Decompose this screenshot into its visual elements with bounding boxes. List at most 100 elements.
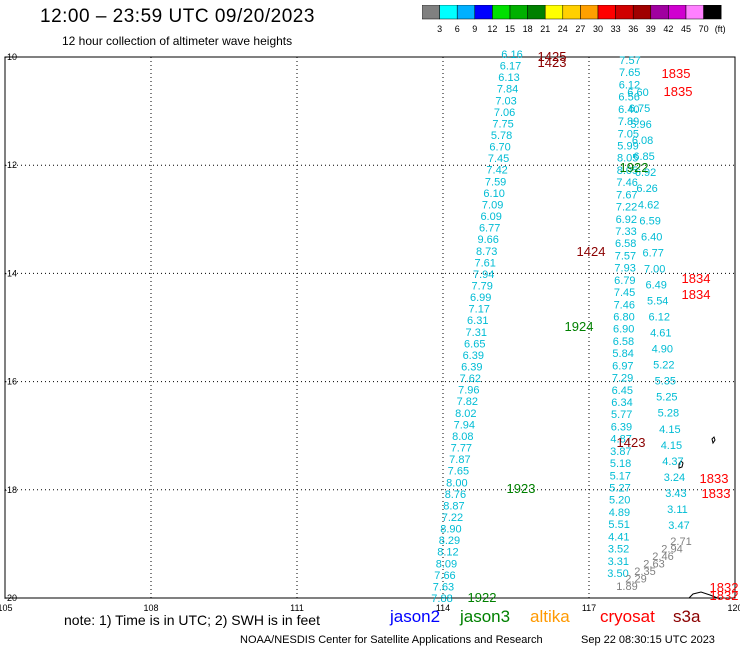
chart-title: 12:00 – 23:59 UTC 09/20/2023	[40, 6, 315, 27]
pass-time-label: 1922	[620, 160, 649, 175]
wave-height-value: 7.89	[618, 116, 639, 128]
wave-height-value: 7.17	[469, 304, 490, 316]
wave-height-value: 6.92	[635, 167, 656, 179]
wave-height-value: 7.09	[482, 199, 503, 211]
wave-height-value: 7.84	[497, 84, 518, 96]
colorbar-tick-label: 45	[681, 24, 691, 34]
wave-height-value: 6.26	[636, 183, 657, 195]
colorbar-tick-label: 6	[455, 24, 460, 34]
wave-height-value: 5.22	[653, 360, 674, 372]
coastline	[678, 436, 721, 600]
wave-height-value: 4.61	[650, 328, 671, 340]
wave-height-value: 5.96	[630, 119, 651, 131]
wave-height-value: 7.05	[618, 128, 639, 140]
colorbar-tick-label: 9	[472, 24, 477, 34]
wave-height-value: 8.05	[617, 153, 638, 165]
wave-height-value: 6.34	[611, 397, 632, 409]
wave-height-value: 6.60	[627, 87, 648, 99]
longitude-label: 114	[436, 603, 450, 613]
wave-height-value: 2.94	[661, 544, 682, 556]
wave-height-value: 7.22	[442, 512, 463, 524]
wave-height-value: 7.79	[472, 280, 493, 292]
wave-height-value: 6.10	[483, 188, 504, 200]
wave-height-value: 3.24	[664, 472, 685, 484]
pass-time-label: 1834	[682, 271, 711, 286]
legend-s3a: s3a	[673, 607, 701, 626]
chart-subtitle: 12 hour collection of altimeter wave hei…	[62, 34, 293, 48]
wave-height-value: 5.27	[609, 483, 630, 495]
wave-height-value: 7.67	[616, 189, 637, 201]
legend-note: note: 1) Time is in UTC; 2) SWH is in fe…	[64, 612, 320, 628]
wave-height-value: 7.94	[454, 419, 475, 431]
map-grid	[4, 56, 736, 599]
wave-height-value: 3.11	[667, 504, 688, 516]
colorbar-tick-label: 30	[593, 24, 603, 34]
legend-altika: altika	[530, 607, 570, 626]
pass-time-label: 1424	[577, 244, 606, 259]
wave-height-value: 4.89	[609, 507, 630, 519]
wave-height-value: 6.75	[629, 103, 650, 115]
wave-height-value: 4.15	[661, 440, 682, 452]
wave-height-value: 7.93	[614, 263, 635, 275]
wave-height-value: 6.99	[470, 292, 491, 304]
wave-height-value: 7.65	[619, 67, 640, 79]
wave-height-value: 5.77	[611, 409, 632, 421]
wave-height-value: 7.29	[612, 373, 633, 385]
wave-height-value: 7.63	[433, 581, 454, 593]
pass-time-label: 1833	[702, 486, 731, 501]
color-legend-bar: 3 6 9 12 15 18 21 24 27 30 33 36 39 42 45 70 (ft)	[422, 5, 726, 34]
wave-height-value: 7.75	[492, 118, 513, 130]
wave-height-value: 7.31	[466, 327, 487, 339]
pass-time-label: 1832	[710, 588, 739, 603]
wave-height-value: 3.31	[608, 556, 629, 568]
longitude-label: 120	[727, 603, 740, 613]
wave-height-value: 6.17	[500, 61, 521, 73]
wave-height-value: 6.31	[467, 315, 488, 327]
wave-height-value: 6.90	[613, 324, 634, 336]
wave-height-value: 7.45	[614, 287, 635, 299]
wave-height-value: 7.06	[494, 107, 515, 119]
wave-height-value: 4.87	[610, 434, 631, 446]
wave-height-value: 8.12	[437, 547, 458, 559]
latitude-label: -14	[4, 268, 17, 278]
wave-height-value: 6.09	[480, 211, 501, 223]
wave-height-value: 7.94	[473, 269, 494, 281]
pass-time-label: 1923	[507, 481, 536, 496]
wave-height-value: 8.87	[443, 500, 464, 512]
wave-height-value: 2.46	[652, 551, 673, 563]
pass-time-labels: 1425142318351835192214241834183419241423…	[468, 49, 739, 605]
wave-height-value: 5.84	[612, 348, 633, 360]
wave-height-value: 6.40	[618, 104, 639, 116]
longitude-labels: 105 108 111 114 117 120	[0, 603, 740, 613]
colorbar-tick-label: 27	[575, 24, 585, 34]
wave-height-value: 8.09	[436, 558, 457, 570]
wave-height-value: 3.43	[665, 488, 686, 500]
wave-height-value: 7.45	[488, 153, 509, 165]
map-frame	[4, 56, 736, 599]
wave-height-value: 7.57	[619, 55, 640, 67]
wave-height-value: 7.82	[457, 396, 478, 408]
wave-height-value: 7.59	[485, 176, 506, 188]
wave-height-value: 7.42	[486, 165, 507, 177]
legend-jason3: jason3	[460, 607, 511, 626]
colorbar-tick-label: 70	[699, 24, 709, 34]
wave-height-value: 4.90	[652, 344, 673, 356]
wave-height-value: 6.39	[463, 350, 484, 362]
wave-height-value: 5.51	[608, 519, 629, 531]
wave-height-value: 6.45	[612, 385, 633, 397]
longitude-label: 108	[143, 603, 158, 613]
wave-height-value: 5.17	[610, 470, 631, 482]
wave-height-value: 6.97	[612, 360, 633, 372]
wave-height-value: 3.52	[608, 544, 629, 556]
pass-time-label: 1922	[468, 590, 497, 605]
colorbar-tick-label: 3	[437, 24, 442, 34]
wave-height-value: 8.29	[439, 535, 460, 547]
wave-height-value: 7.46	[614, 299, 635, 311]
wave-height-value: 3.47	[668, 520, 689, 532]
wave-height-value: 4.62	[638, 199, 659, 211]
wave-height-value: 4.15	[659, 424, 680, 436]
pass-time-label: 1423	[538, 55, 567, 70]
wave-height-value: 7.62	[460, 373, 481, 385]
pass-time-label: 1924	[565, 319, 594, 334]
